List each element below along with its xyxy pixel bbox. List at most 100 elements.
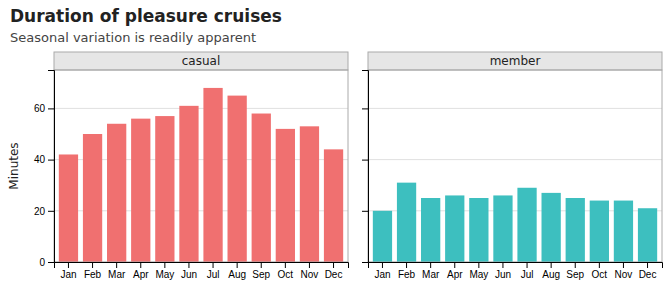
tick: May (155, 262, 174, 280)
tick-label: May (469, 269, 488, 280)
tick-mark (48, 160, 54, 161)
bar (155, 116, 174, 262)
tick-mark (309, 262, 310, 268)
tick-label: Dec (639, 269, 657, 280)
tick-mark (188, 262, 189, 268)
tick-mark (623, 262, 624, 268)
tick-mark (261, 262, 262, 268)
tick-label: Mar (422, 269, 440, 280)
tick-label: Jan (374, 269, 390, 280)
bar (300, 126, 319, 262)
tick: May (469, 262, 488, 280)
bar (445, 195, 464, 262)
tick: Aug (542, 262, 560, 280)
tick: Mar (422, 262, 440, 280)
tick-mark (430, 262, 431, 268)
tick: Oct (278, 262, 294, 280)
strip (54, 52, 348, 70)
chart: Duration of pleasure cruisesSeasonal var… (0, 0, 672, 288)
tick-label: Oct (278, 269, 294, 280)
strip (368, 52, 662, 70)
tick-label: Aug (228, 269, 246, 280)
tick: Apr (133, 262, 149, 280)
tick-mark (285, 262, 286, 268)
x-axis: JanFebMarAprMayJunJulAugSepOctNovDec (55, 262, 349, 280)
bar (107, 124, 126, 262)
bar (638, 208, 657, 262)
plot-frame (368, 70, 662, 262)
grid (368, 108, 662, 262)
tick-label: Oct (592, 269, 608, 280)
grid-line (368, 159, 662, 160)
panel-title: casual (182, 54, 221, 68)
tick: 20 (34, 206, 54, 217)
tick-mark (502, 262, 503, 268)
tick-label: Nov (301, 269, 319, 280)
tick-mark (575, 262, 576, 268)
tick-label: Aug (542, 269, 560, 280)
tick-mark (362, 160, 368, 161)
tick-mark (647, 262, 648, 268)
tick: Jan (374, 262, 390, 280)
axis-line (48, 71, 55, 263)
tick-mark (48, 108, 54, 109)
tick-label: 60 (34, 103, 46, 114)
tick: Jul (207, 262, 220, 280)
bar (252, 114, 271, 262)
tick-mark (140, 262, 141, 268)
tick-label: Mar (108, 269, 126, 280)
bar (566, 198, 585, 262)
bars (373, 183, 657, 262)
tick-label: 0 (39, 257, 45, 268)
tick-label: Jul (521, 269, 534, 280)
tick: Nov (615, 262, 633, 280)
tick-mark (92, 262, 93, 268)
bar (542, 193, 561, 262)
panel: casualJanFebMarAprMayJunJulAugSepOctNovD… (7, 52, 349, 280)
tick-mark (551, 262, 552, 268)
tick-mark (362, 108, 368, 109)
tick-mark (237, 262, 238, 268)
tick: Dec (325, 262, 343, 280)
tick-mark (362, 262, 368, 263)
y-axis (362, 71, 369, 263)
panel-title: member (490, 54, 541, 68)
panel: memberJanFebMarAprMayJunJulAugSepOctNovD… (362, 52, 663, 280)
tick-mark (164, 262, 165, 268)
grid (54, 108, 348, 262)
bar (276, 129, 295, 262)
bar (469, 198, 488, 262)
tick-label: 20 (34, 206, 46, 217)
bar (131, 119, 150, 262)
y-axis-title: Minutes (7, 142, 21, 189)
bar (59, 154, 78, 262)
tick-mark (599, 262, 600, 268)
bar (517, 188, 536, 262)
tick: 0 (39, 257, 54, 268)
tick: Oct (592, 262, 608, 280)
tick: Apr (447, 262, 463, 280)
tick-mark (406, 262, 407, 268)
bar (421, 198, 440, 262)
bar (373, 211, 392, 262)
tick: Aug (228, 262, 246, 280)
tick-label: Feb (84, 269, 102, 280)
tick: 40 (34, 154, 54, 165)
title: Duration of pleasure cruises (10, 6, 282, 26)
axis-line (369, 263, 663, 269)
tick (362, 211, 368, 212)
tick: Feb (398, 262, 416, 280)
tick (362, 108, 368, 109)
tick-label: Feb (398, 269, 416, 280)
tick-label: Jun (495, 269, 511, 280)
tick: Sep (252, 262, 270, 280)
tick: Nov (301, 262, 319, 280)
tick-mark (382, 262, 383, 268)
grid-line (54, 108, 348, 109)
tick: Jun (181, 262, 197, 280)
bar (397, 183, 416, 262)
bar (203, 88, 222, 262)
tick-label: 40 (34, 154, 46, 165)
axis-line (55, 263, 349, 269)
bar (590, 201, 609, 262)
